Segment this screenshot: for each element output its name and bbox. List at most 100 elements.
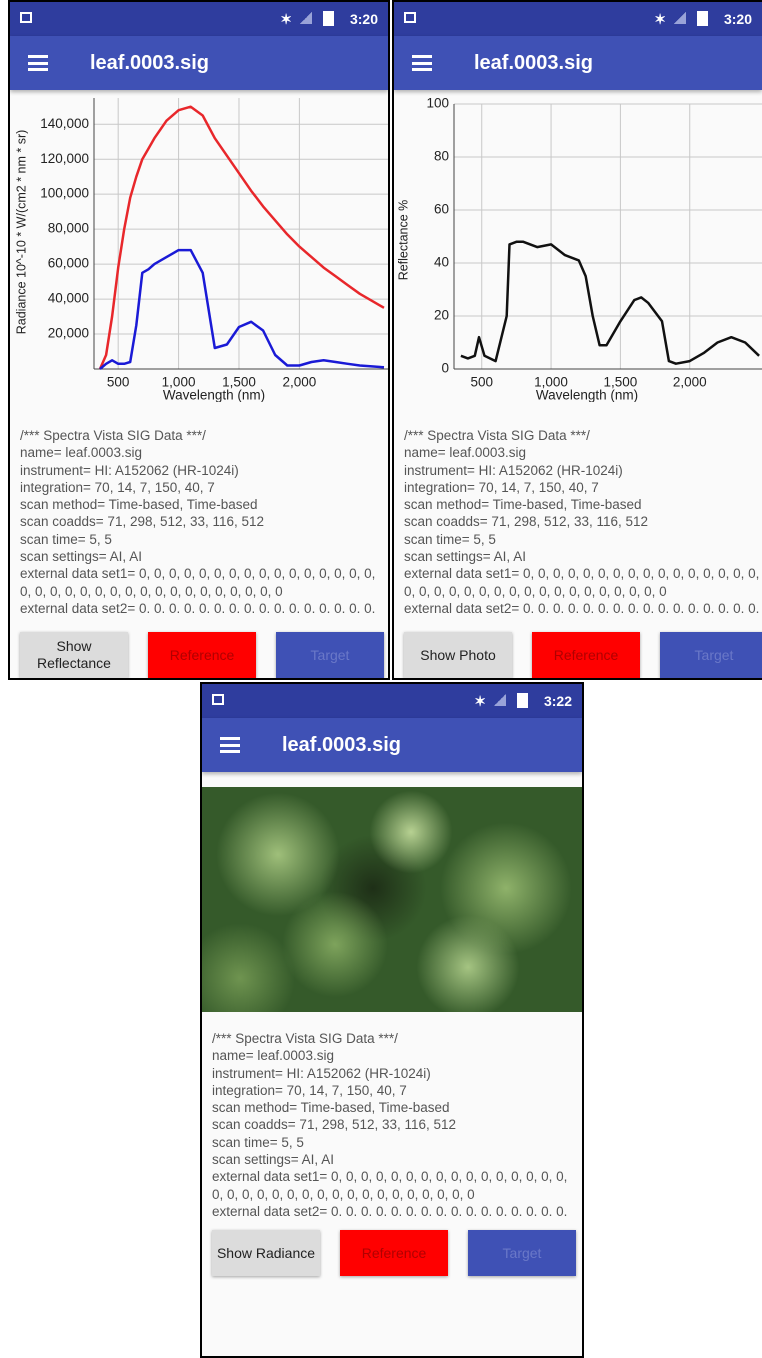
y-tick-label: 40,000 bbox=[48, 291, 89, 306]
y-tick-label: 60 bbox=[434, 202, 449, 217]
button[interactable]: Show Reflectance bbox=[20, 632, 128, 678]
menu-button[interactable] bbox=[220, 737, 240, 753]
y-axis-title: Radiance 10^-10 * W/(cm2 * nm * sr) bbox=[14, 130, 28, 335]
battery-icon bbox=[517, 693, 528, 708]
info-line: integration= 70, 14, 7, 150, 40, 7 bbox=[20, 479, 384, 496]
app-bar: leaf.0003.sig bbox=[10, 36, 388, 90]
x-axis-title: Wavelength (nm) bbox=[536, 388, 638, 402]
info-line: external data set2= 0. 0. 0. 0. 0. 0. 0.… bbox=[404, 600, 758, 617]
screen-title: leaf.0003.sig bbox=[90, 52, 209, 75]
y-tick-label: 120,000 bbox=[40, 151, 89, 166]
status-bar: ✶ 3:20 bbox=[394, 2, 762, 36]
x-tick-label: 500 bbox=[107, 375, 130, 390]
status-bar: ✶ 3:20 bbox=[10, 2, 388, 36]
info-line: scan coadds= 71, 298, 512, 33, 116, 512 bbox=[212, 1116, 578, 1133]
bluetooth-icon: ✶ bbox=[280, 11, 292, 28]
info-line: external data set1= 0, 0, 0, 0, 0, 0, 0,… bbox=[212, 1168, 578, 1185]
chart: 20,00040,00060,00080,000100,000120,00014… bbox=[10, 90, 390, 402]
data-line bbox=[100, 250, 384, 369]
y-tick-label: 0 bbox=[441, 361, 449, 376]
info-line: scan method= Time-based, Time-based bbox=[212, 1099, 578, 1116]
info-line: 0, 0, 0, 0, 0, 0, 0, 0, 0, 0, 0, 0, 0, 0… bbox=[20, 583, 384, 600]
info-line: 0, 0, 0, 0, 0, 0, 0, 0, 0, 0, 0, 0, 0, 0… bbox=[212, 1186, 578, 1203]
y-tick-label: 40 bbox=[434, 255, 449, 270]
battery-icon bbox=[697, 11, 708, 26]
info-text: /*** Spectra Vista SIG Data ***/name= le… bbox=[212, 1030, 578, 1220]
info-line: external data set1= 0, 0, 0, 0, 0, 0, 0,… bbox=[404, 565, 758, 582]
info-line: scan method= Time-based, Time-based bbox=[404, 496, 758, 513]
info-line: scan coadds= 71, 298, 512, 33, 116, 512 bbox=[404, 513, 758, 530]
app-bar: leaf.0003.sig bbox=[394, 36, 762, 90]
app-bar: leaf.0003.sig bbox=[202, 718, 582, 772]
info-line: /*** Spectra Vista SIG Data ***/ bbox=[212, 1030, 578, 1047]
menu-button[interactable] bbox=[412, 55, 432, 71]
info-line: scan time= 5, 5 bbox=[20, 531, 384, 548]
y-tick-label: 60,000 bbox=[48, 256, 89, 271]
y-tick-label: 20 bbox=[434, 308, 449, 323]
button[interactable]: Target bbox=[468, 1230, 576, 1276]
info-line: integration= 70, 14, 7, 150, 40, 7 bbox=[404, 479, 758, 496]
battery-icon bbox=[323, 11, 334, 26]
info-line: /*** Spectra Vista SIG Data ***/ bbox=[20, 427, 384, 444]
status-time: 3:20 bbox=[350, 11, 378, 27]
notification-icon bbox=[404, 12, 416, 23]
button[interactable]: Show Radiance bbox=[212, 1230, 320, 1276]
info-line: name= leaf.0003.sig bbox=[212, 1047, 578, 1064]
y-tick-label: 100,000 bbox=[40, 186, 89, 201]
page: ✶3:20leaf.0003.sig20,00040,00060,00080,0… bbox=[0, 0, 762, 1358]
info-line: scan coadds= 71, 298, 512, 33, 116, 512 bbox=[20, 513, 384, 530]
screen-title: leaf.0003.sig bbox=[474, 52, 593, 75]
info-line: /*** Spectra Vista SIG Data ***/ bbox=[404, 427, 758, 444]
button[interactable]: Target bbox=[276, 632, 384, 678]
signal-icon bbox=[494, 694, 506, 706]
status-bar: ✶ 3:22 bbox=[202, 684, 582, 718]
screen-title: leaf.0003.sig bbox=[282, 734, 401, 757]
info-line: external data set2= 0. 0. 0. 0. 0. 0. 0.… bbox=[20, 600, 384, 617]
bluetooth-icon: ✶ bbox=[654, 11, 666, 28]
y-tick-label: 80 bbox=[434, 149, 449, 164]
info-line: scan settings= AI, AI bbox=[20, 548, 384, 565]
info-text: /*** Spectra Vista SIG Data ***/name= le… bbox=[404, 427, 758, 617]
x-axis-title: Wavelength (nm) bbox=[163, 388, 265, 402]
bluetooth-icon: ✶ bbox=[474, 693, 486, 710]
info-line: instrument= HI: A152062 (HR-1024i) bbox=[404, 462, 758, 479]
info-line: scan settings= AI, AI bbox=[404, 548, 758, 565]
phone-screen: ✶ 3:22 leaf.0003.sig /*** Spectra Vista SIG… bbox=[200, 682, 584, 1358]
x-tick-label: 2,000 bbox=[673, 375, 707, 390]
info-text: /*** Spectra Vista SIG Data ***/name= le… bbox=[20, 427, 384, 617]
y-tick-label: 140,000 bbox=[40, 116, 89, 131]
status-time: 3:20 bbox=[724, 11, 752, 27]
info-line: instrument= HI: A152062 (HR-1024i) bbox=[212, 1065, 578, 1082]
info-line: scan time= 5, 5 bbox=[212, 1134, 578, 1151]
info-line: scan settings= AI, AI bbox=[212, 1151, 578, 1168]
notification-icon bbox=[20, 12, 32, 23]
x-tick-label: 2,000 bbox=[282, 375, 316, 390]
y-tick-label: 20,000 bbox=[48, 326, 89, 341]
button[interactable]: Reference bbox=[532, 632, 640, 678]
status-time: 3:22 bbox=[544, 693, 572, 709]
info-line: 0, 0, 0, 0, 0, 0, 0, 0, 0, 0, 0, 0, 0, 0… bbox=[404, 583, 758, 600]
signal-icon bbox=[674, 12, 686, 24]
info-line: external data set2= 0. 0. 0. 0. 0. 0. 0.… bbox=[212, 1203, 578, 1220]
info-line: instrument= HI: A152062 (HR-1024i) bbox=[20, 462, 384, 479]
data-line bbox=[100, 107, 384, 369]
info-line: scan method= Time-based, Time-based bbox=[20, 496, 384, 513]
y-tick-label: 100 bbox=[426, 96, 449, 111]
info-line: name= leaf.0003.sig bbox=[404, 444, 758, 461]
info-line: external data set1= 0, 0, 0, 0, 0, 0, 0,… bbox=[20, 565, 384, 582]
button[interactable]: Show Photo bbox=[404, 632, 512, 678]
info-line: scan time= 5, 5 bbox=[404, 531, 758, 548]
info-line: name= leaf.0003.sig bbox=[20, 444, 384, 461]
button[interactable]: Target bbox=[660, 632, 762, 678]
menu-button[interactable] bbox=[28, 55, 48, 71]
data-line bbox=[461, 242, 759, 364]
button[interactable]: Reference bbox=[148, 632, 256, 678]
button[interactable]: Reference bbox=[340, 1230, 448, 1276]
x-tick-label: 500 bbox=[470, 375, 493, 390]
photo bbox=[202, 787, 582, 1012]
info-line: integration= 70, 14, 7, 150, 40, 7 bbox=[212, 1082, 578, 1099]
y-axis-title: Reflectance % bbox=[396, 200, 410, 281]
